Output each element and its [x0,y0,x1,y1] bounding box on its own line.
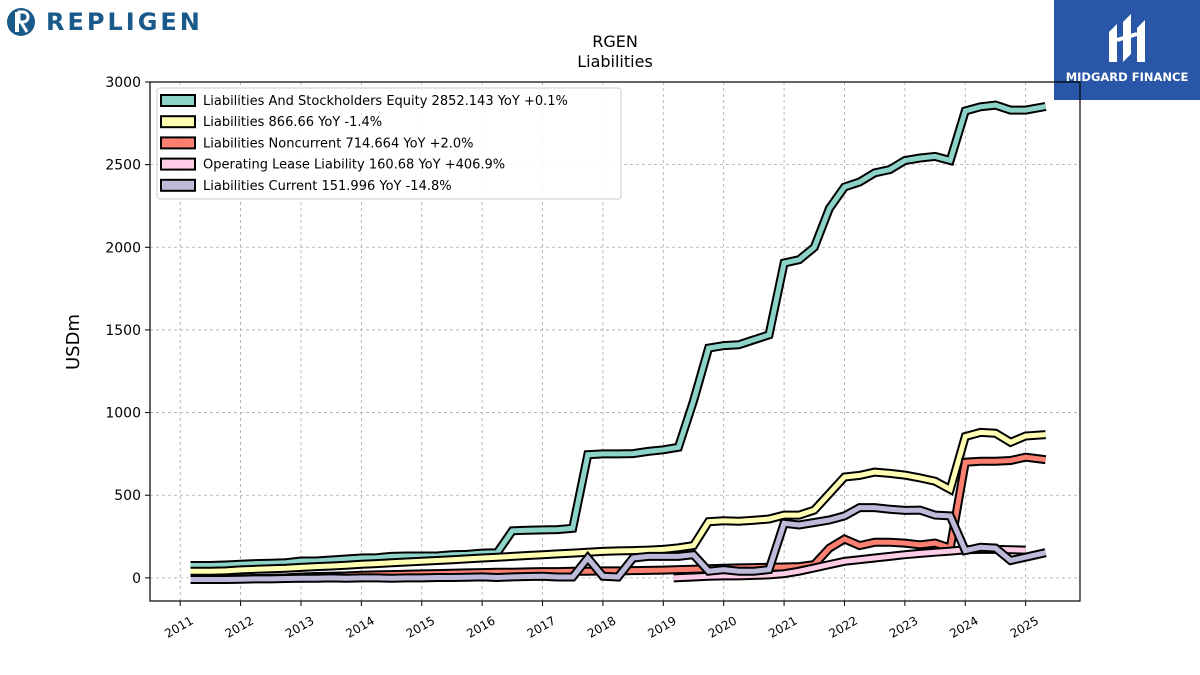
repligen-wordmark: REPLIGEN [46,8,203,36]
x-tick-label: 2017 [525,613,558,640]
y-axis-ticks: 0 500 1000 1500 2000 2500 3000 [105,75,150,587]
x-tick-label: 2016 [464,613,497,640]
x-tick-label: 2023 [887,613,920,640]
x-tick-label: 2024 [947,613,980,640]
y-tick-label: 500 [114,488,141,504]
legend-entry: Liabilities And Stockholders Equity 2852… [203,94,568,109]
y-axis-label: USDm [63,314,84,370]
x-tick-label: 2012 [223,613,256,640]
midgard-finance-logo: MIDGARD FINANCE [1054,0,1200,100]
series-lines [190,100,1047,584]
y-tick-label: 3000 [105,75,141,91]
x-tick-label: 2020 [706,613,739,640]
y-tick-label: 2000 [105,240,141,256]
legend-swatch [160,94,196,107]
chart-title: RGEN [592,32,638,51]
x-tick-label: 2014 [343,613,376,640]
series-line [190,505,1047,582]
legend: Liabilities And Stockholders Equity 2852… [156,87,622,200]
legend-swatch [160,136,196,150]
x-tick-label: 2015 [404,613,437,640]
x-tick-label: 2025 [1008,613,1041,640]
x-tick-label: 2011 [162,613,195,640]
series-line [190,102,1047,568]
x-tick-label: 2018 [585,613,618,640]
y-tick-label: 0 [132,571,141,587]
legend-entry: Liabilities Current 151.996 YoY -14.8% [203,179,452,194]
legend-entry: Liabilities 866.66 YoY -1.4% [203,115,382,130]
legend-entry: Liabilities Noncurrent 714.664 YoY +2.0% [203,136,474,151]
repligen-logo: REPLIGEN [6,4,203,40]
y-tick-label: 2500 [105,158,141,174]
y-tick-label: 1000 [105,406,141,422]
midgard-emblem-icon [1109,14,1145,62]
midgard-finance-name: MIDGARD FINANCE [1065,70,1189,84]
x-axis-ticks: 2011 2012 2013 2014 2015 2016 2017 2018 2019 2020… [162,601,1041,641]
legend-swatch [160,157,196,171]
chart-subtitle: Liabilities [577,52,653,71]
legend-swatch [160,178,196,192]
x-tick-label: 2021 [766,613,799,640]
x-tick-label: 2019 [645,613,678,640]
series-line [190,429,1046,574]
repligen-mark-icon [7,8,35,36]
y-tick-label: 1500 [105,323,141,339]
x-tick-label: 2022 [827,613,860,640]
legend-swatch [160,115,196,129]
x-tick-label: 2013 [283,613,316,640]
legend-box [156,87,622,200]
legend-entry: Operating Lease Liability 160.68 YoY +40… [203,158,505,173]
plot-frame [149,81,1081,602]
